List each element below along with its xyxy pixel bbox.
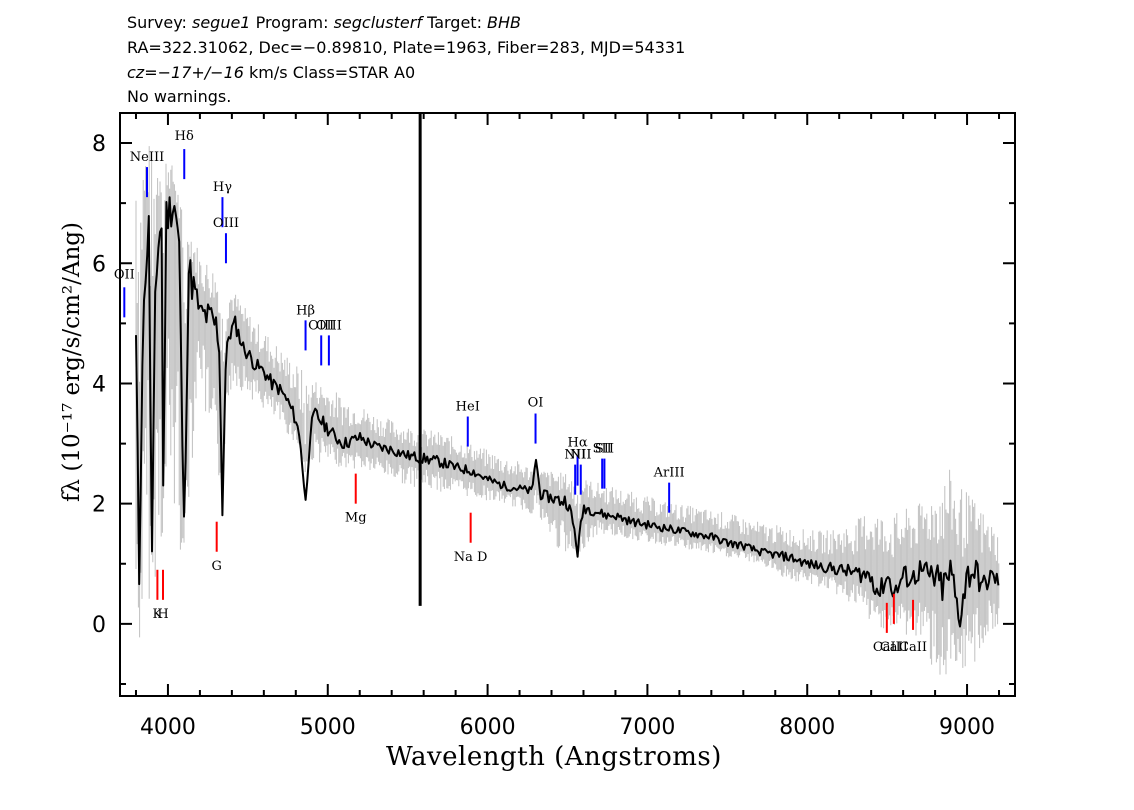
target-value: BHB (487, 13, 522, 32)
emission-line-label: NeIII (130, 150, 164, 165)
cz-label: cz= (127, 63, 158, 82)
absorption-line-label: G (211, 559, 221, 574)
flux-line (135, 196, 1000, 628)
absorption-line-label: CaII (899, 640, 927, 655)
absorption-line-label: CaII (880, 640, 908, 655)
noise-layer (135, 146, 1000, 675)
y-tick-label: 2 (92, 493, 106, 518)
emission-line-label: OII (114, 267, 135, 282)
emission-line-label: SII (595, 442, 614, 457)
x-tick-label: 8000 (779, 715, 835, 740)
header-line-3: cz=−17+/−16 km/s Class=STAR A0 (127, 64, 415, 82)
x-tick-label: 5000 (300, 715, 356, 740)
axis-ticks (120, 113, 1015, 696)
emission-line-label: NII (564, 448, 586, 463)
absorption-line-label: Mg (345, 511, 367, 526)
x-tick-label: 9000 (939, 715, 995, 740)
emission-line-label: Hα (568, 436, 588, 451)
survey-value: segue1 (191, 13, 251, 32)
x-tick-label: 4000 (140, 715, 196, 740)
absorption-line-label: Na D (454, 550, 488, 565)
emission-line-label: Hβ (296, 303, 315, 318)
emission-line-label: OIII (308, 318, 334, 333)
noise-envelope (135, 146, 1000, 675)
y-tick-label: 8 (92, 132, 106, 157)
y-tick-label: 0 (92, 613, 106, 638)
emission-line-label: OI (528, 395, 544, 410)
survey-label: Survey: (127, 13, 187, 32)
target-label: Target: (427, 13, 482, 32)
emission-line-label: SII (593, 442, 612, 457)
y-tick-label: 4 (92, 372, 106, 397)
x-tick-label: 6000 (460, 715, 516, 740)
emission-line-label: OIII (316, 318, 342, 333)
header-line-4: No warnings. (127, 87, 232, 106)
x-axis-label: Wavelength (Angstroms) (386, 742, 722, 772)
absorption-line-label: K (153, 607, 163, 622)
flux-layer (135, 113, 1000, 628)
header-line-1: Survey: segue1 Program: segclusterf Targ… (127, 14, 521, 32)
emission-line-label: NII (570, 448, 592, 463)
absorption-line-label: CaII (873, 640, 901, 655)
cz-value: −17+/−16 (157, 63, 244, 82)
axes: 4000 5000 6000 7000 8000 9000 0 2 4 6 8 (92, 112, 1016, 740)
cz-rest: km/s Class=STAR A0 (249, 63, 416, 82)
emission-line-label: OIII (213, 216, 239, 231)
program-label: Program: (255, 13, 329, 32)
emission-line-label: Hγ (213, 180, 232, 195)
header-line-2: RA=322.31062, Dec=−0.89810, Plate=1963, … (127, 38, 686, 57)
absorption-line-label: H (157, 607, 168, 622)
x-tick-label: 7000 (619, 715, 675, 740)
plot-frame (119, 112, 1016, 697)
emission-line-label: ArIII (653, 466, 685, 481)
y-tick-label: 6 (92, 252, 106, 277)
emission-line-label: HeI (456, 400, 480, 415)
program-value: segclusterf (333, 13, 422, 32)
emission-line-label: Hδ (175, 129, 194, 144)
